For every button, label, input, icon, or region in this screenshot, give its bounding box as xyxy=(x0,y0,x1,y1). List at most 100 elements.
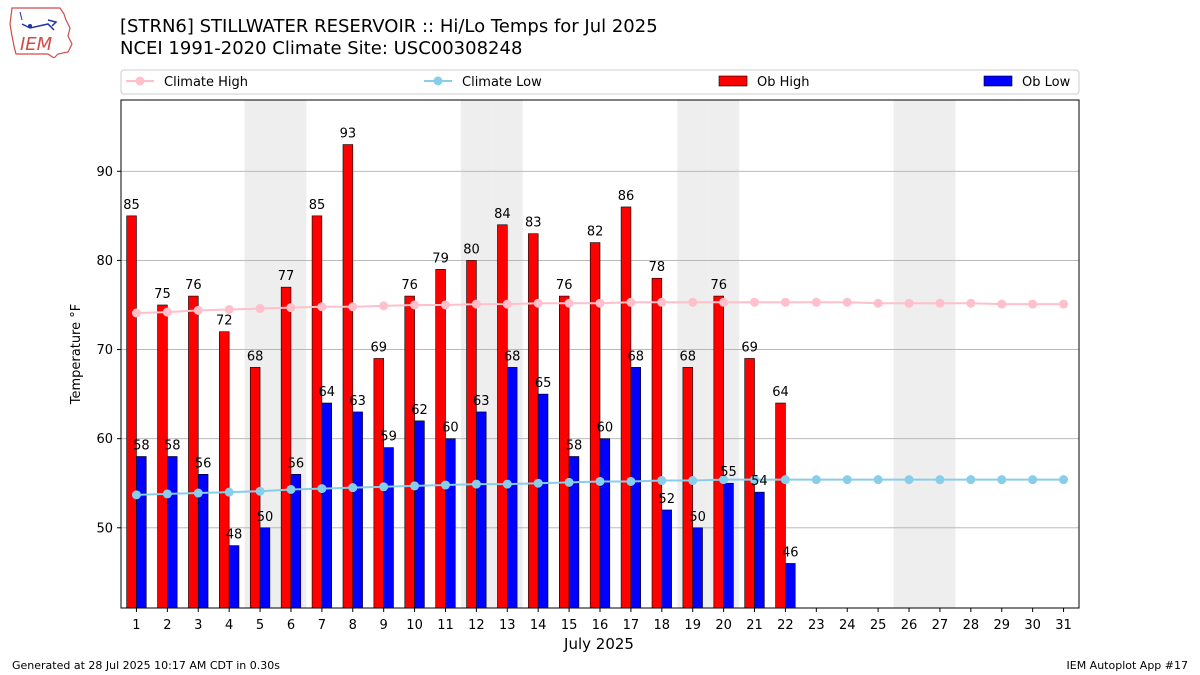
ob-high-bar xyxy=(157,304,168,609)
x-tick-label: 16 xyxy=(592,618,609,633)
ob-low-bar xyxy=(414,420,425,609)
x-tick-label: 30 xyxy=(1024,618,1041,633)
x-tick-label: 29 xyxy=(993,618,1010,633)
climate-high-point xyxy=(1059,299,1069,309)
x-tick-label: 2 xyxy=(163,618,171,633)
climate-high-point xyxy=(502,299,512,309)
x-tick-label: 22 xyxy=(777,618,794,633)
y-tick-label: 60 xyxy=(96,432,113,447)
x-tick-label: 5 xyxy=(256,618,264,633)
climate-high-point xyxy=(410,300,420,310)
ob-high-bar xyxy=(126,215,137,609)
climate-low-point xyxy=(255,486,265,496)
x-tick-label: 10 xyxy=(406,618,423,633)
ob-high-label: 68 xyxy=(247,349,264,364)
ob-high-label: 84 xyxy=(494,207,511,222)
ob-high-bar xyxy=(311,215,323,609)
title-line-2: NCEI 1991-2020 Climate Site: USC00308248 xyxy=(120,38,523,59)
climate-high-point xyxy=(780,297,790,307)
x-tick-label: 18 xyxy=(654,618,671,633)
ob-low-label: 58 xyxy=(566,438,583,453)
climate-high-point xyxy=(286,303,296,313)
ob-high-bar xyxy=(188,295,199,609)
x-tick-label: 6 xyxy=(287,618,295,633)
ob-low-bar xyxy=(383,447,394,609)
ob-high-bar xyxy=(682,367,694,609)
climate-low-point xyxy=(873,475,883,485)
ob-high-bar xyxy=(280,286,292,609)
ob-high-label: 82 xyxy=(587,225,604,240)
ob-low-bar xyxy=(630,367,642,609)
climate-high-point xyxy=(1028,299,1038,309)
x-tick-label: 27 xyxy=(932,618,949,633)
ob-high-label: 77 xyxy=(278,269,295,284)
ob-high-label: 80 xyxy=(463,242,480,257)
climate-high-point xyxy=(595,298,605,308)
climate-low-point xyxy=(286,484,296,494)
ob-high-label: 76 xyxy=(710,278,727,293)
climate-high-point xyxy=(719,297,729,307)
climate-high-point xyxy=(224,304,234,314)
legend-climate-high-label: Climate High xyxy=(164,75,248,90)
x-tick-label: 24 xyxy=(839,618,856,633)
climate-high-point xyxy=(904,298,914,308)
ob-low-label: 58 xyxy=(133,438,150,453)
climate-high-point xyxy=(842,297,852,307)
ob-low-bar xyxy=(476,411,487,609)
ob-high-label: 86 xyxy=(618,189,635,204)
climate-high-point xyxy=(348,302,358,312)
legend-box xyxy=(120,69,1080,95)
climate-high-point xyxy=(997,299,1007,309)
y-axis-label: Temperature °F xyxy=(69,304,84,405)
climate-low-point xyxy=(966,475,976,485)
climate-high-point xyxy=(471,299,481,309)
ob-high-label: 76 xyxy=(401,278,418,293)
climate-high-point xyxy=(533,298,543,308)
x-tick-label: 20 xyxy=(715,618,732,633)
x-axis-label: July 2025 xyxy=(563,635,634,653)
ob-low-label: 55 xyxy=(720,465,737,480)
y-tick-label: 90 xyxy=(96,165,113,180)
climate-low-point xyxy=(688,476,698,486)
climate-low-point xyxy=(440,480,450,490)
x-tick-label: 13 xyxy=(499,618,516,633)
climate-high-point xyxy=(626,297,636,307)
ob-low-label: 52 xyxy=(658,492,675,507)
ob-high-bar xyxy=(404,295,415,609)
legend-ob-high-label: Ob High xyxy=(757,75,810,90)
climate-high-point xyxy=(193,305,203,315)
x-tick-label: 15 xyxy=(561,618,578,633)
ob-high-bar xyxy=(775,402,786,609)
ob-high-bar xyxy=(713,295,724,609)
ob-low-label: 56 xyxy=(195,456,212,471)
ob-low-label: 58 xyxy=(164,438,181,453)
ob-high-label: 83 xyxy=(525,216,542,231)
ob-low-bar xyxy=(167,456,178,609)
climate-low-point xyxy=(317,484,327,494)
x-tick-label: 8 xyxy=(349,618,357,633)
x-tick-label: 14 xyxy=(530,618,547,633)
ob-high-label: 75 xyxy=(154,287,171,302)
legend-ob-low-label: Ob Low xyxy=(1022,75,1071,90)
climate-high-point xyxy=(379,301,389,311)
climate-high-point xyxy=(255,304,265,314)
y-tick-label: 50 xyxy=(96,521,113,536)
weekend-shade xyxy=(893,100,925,608)
ob-high-label: 72 xyxy=(216,314,233,329)
ob-high-label: 76 xyxy=(185,278,202,293)
climate-low-point xyxy=(780,475,790,485)
ob-high-label: 85 xyxy=(309,198,326,213)
y-tick-label: 70 xyxy=(96,343,113,358)
generated-timestamp: Generated at 28 Jul 2025 10:17 AM CDT in… xyxy=(12,659,280,672)
climate-high-point xyxy=(564,298,574,308)
climate-low-point xyxy=(811,475,821,485)
ob-high-bar xyxy=(219,331,230,609)
ob-high-label: 85 xyxy=(123,198,140,213)
ob-low-label: 59 xyxy=(380,430,397,445)
ob-low-label: 64 xyxy=(318,385,335,400)
climate-high-point xyxy=(688,297,698,307)
ob-high-label: 69 xyxy=(741,340,758,355)
iem-logo: IEM xyxy=(9,7,73,58)
ob-low-bar xyxy=(259,527,271,609)
